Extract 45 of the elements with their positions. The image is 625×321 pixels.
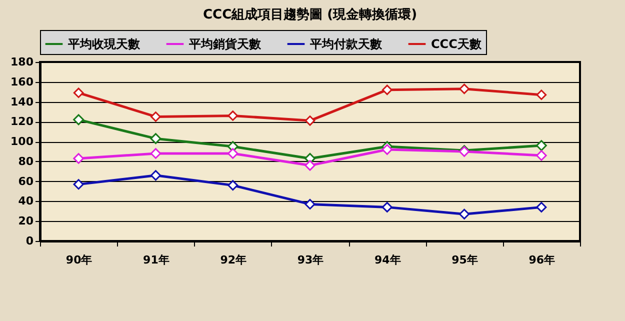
point xyxy=(459,84,470,94)
x-tick-label: 96年 xyxy=(528,254,556,266)
y-tick-label: 80 xyxy=(18,154,34,168)
chart-title: CCC組成項目趨勢圖 (現金轉換循環) xyxy=(202,6,418,22)
y-tick-label: 180 xyxy=(10,56,34,68)
y-tick-label: 20 xyxy=(18,214,34,228)
point xyxy=(73,114,84,126)
point xyxy=(227,148,238,159)
point xyxy=(304,198,316,210)
x-tick-label: 92年 xyxy=(220,254,247,266)
point xyxy=(150,148,162,159)
point xyxy=(382,202,392,212)
point xyxy=(150,170,161,181)
legend-label: CCC天數 xyxy=(431,37,482,51)
y-tick-label: 60 xyxy=(18,174,34,188)
y-tick-label: 140 xyxy=(10,95,34,108)
point xyxy=(304,116,316,126)
point xyxy=(150,112,161,122)
point xyxy=(382,144,393,155)
point xyxy=(459,208,470,220)
y-tick-label: 0 xyxy=(26,234,34,248)
x-tick-label: 91年 xyxy=(143,254,170,266)
x-tick-label: 94年 xyxy=(374,254,401,266)
point xyxy=(536,140,547,152)
point xyxy=(536,150,547,161)
x-tick-label: 90年 xyxy=(66,254,92,266)
y-tick-label: 100 xyxy=(10,135,34,148)
point xyxy=(304,160,316,171)
point xyxy=(73,153,84,164)
y-tick-label: 120 xyxy=(10,115,34,128)
point xyxy=(382,84,392,96)
legend-label: 平均銷貨天數 xyxy=(188,37,262,51)
point xyxy=(150,133,162,144)
y-tick-label: 40 xyxy=(18,194,34,208)
point xyxy=(536,202,547,212)
x-tick-label: 93年 xyxy=(297,254,324,266)
x-tick-label: 95年 xyxy=(452,254,478,266)
point xyxy=(228,110,238,121)
legend-label: 平均付款天數 xyxy=(309,37,383,51)
legend-label: 平均收現天數 xyxy=(67,37,141,51)
point xyxy=(536,90,547,100)
point xyxy=(73,179,84,190)
y-tick-label: 160 xyxy=(10,75,34,88)
point xyxy=(73,88,84,98)
point xyxy=(228,180,238,191)
